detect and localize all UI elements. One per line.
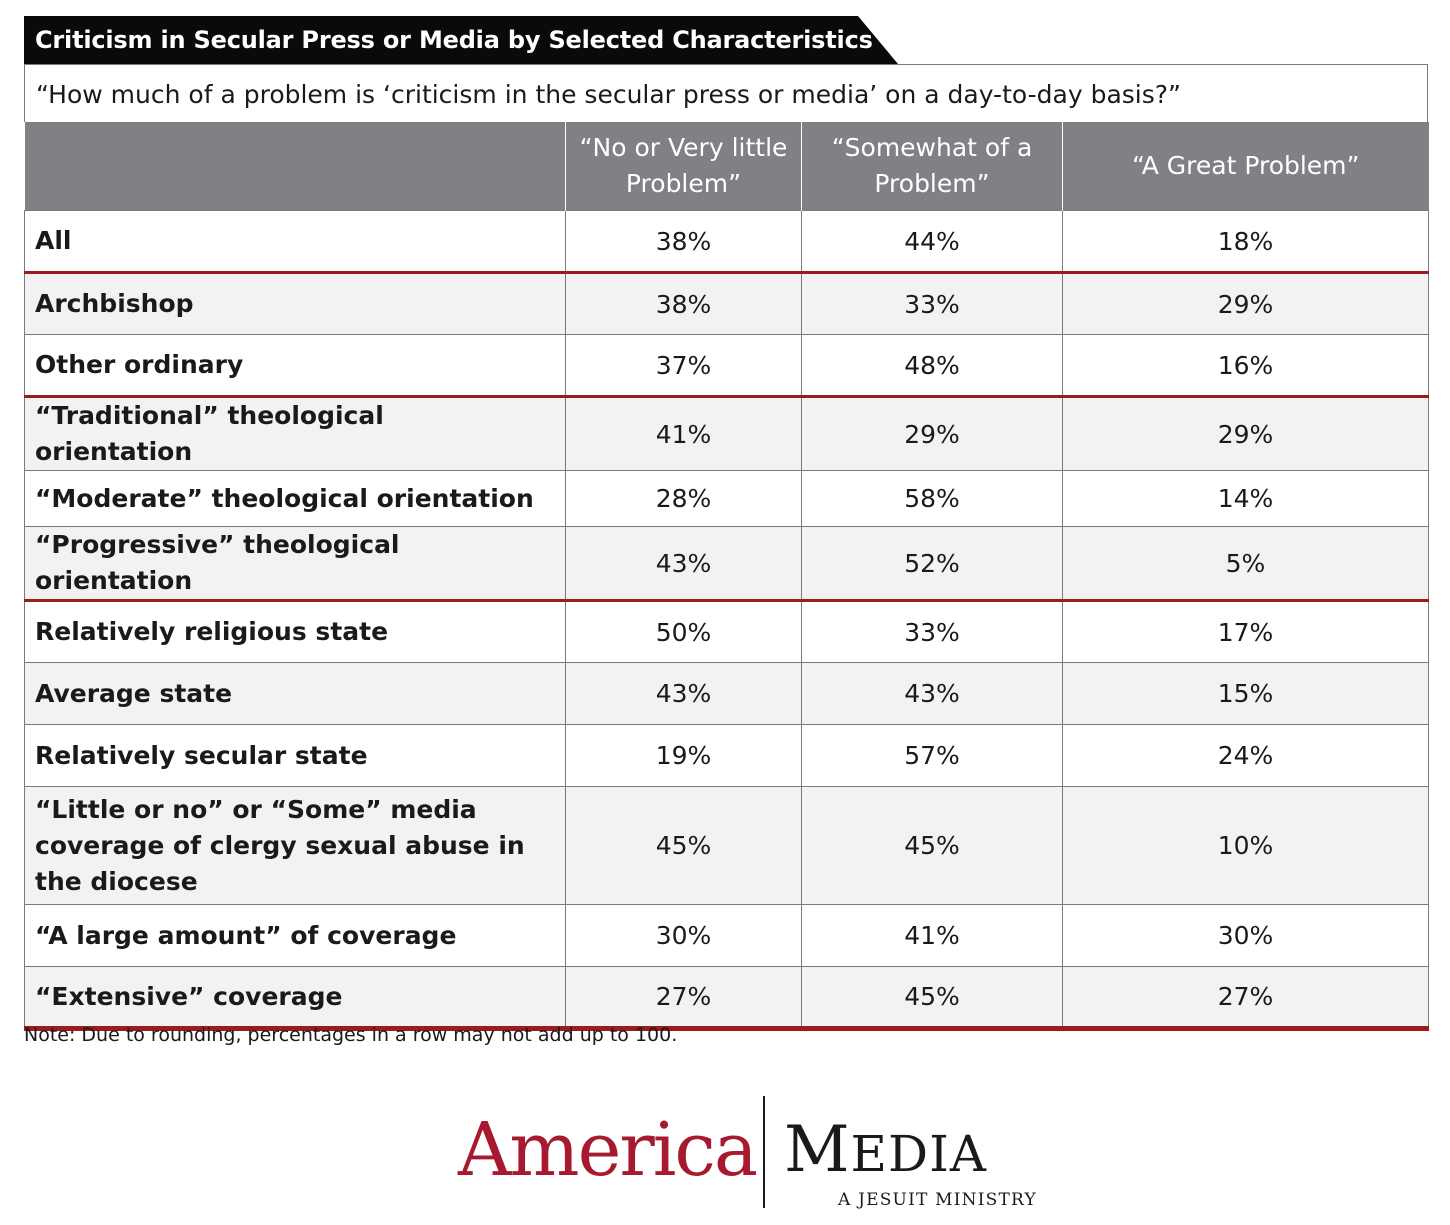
row-label: Average state [24,662,566,725]
value-cell: 5% [1062,526,1429,601]
value-cell: 45% [801,966,1063,1031]
survey-question: “How much of a problem is ‘criticism in … [24,64,1428,122]
value-cell: 14% [1062,470,1429,527]
data-table-container: “How much of a problem is ‘criticism in … [24,64,1429,1031]
value-cell: 43% [565,526,802,601]
value-cell: 27% [1062,966,1429,1031]
footnote: Note: Due to rounding, percentages in a … [24,1024,678,1046]
title-bar: Criticism in Secular Press or Media by S… [24,16,898,64]
table-body: All 38% 44% 18% Archbishop 38% 33% 29% Other ord… [24,210,1429,1031]
logo-wordmark-media: MEDIA [784,1114,987,1190]
value-cell: 37% [565,334,802,397]
header-row: “No or Very little Problem” “Somewhat of… [24,122,1429,211]
logo-divider [763,1096,765,1208]
table-row: “Moderate” theological orientation 28% 58%… [24,470,1429,527]
value-cell: 45% [801,786,1063,905]
table-row: Relatively secular state 19% 57% 24% [24,724,1429,787]
table-row: Other ordinary 37% 48% 16% [24,334,1429,397]
table-row: Average state 43% 43% 15% [24,662,1429,725]
table-row: All 38% 44% 18% [24,210,1429,273]
value-cell: 52% [801,526,1063,601]
row-label: All [24,210,566,273]
row-label: “A large amount” of coverage [24,904,566,967]
value-cell: 50% [565,599,802,663]
value-cell: 33% [801,599,1063,663]
value-cell: 41% [801,904,1063,967]
data-table: “No or Very little Problem” “Somewhat of… [24,122,1429,1031]
header-cell-label [24,122,566,211]
table-row: “A large amount” of coverage 30% 41% 30% [24,904,1429,967]
value-cell: 16% [1062,334,1429,397]
header-cell-somewhat-problem: “Somewhat of a Problem” [801,122,1063,211]
table-row: Relatively religious state 50% 33% 17% [24,599,1429,663]
value-cell: 27% [565,966,802,1031]
value-cell: 38% [565,271,802,335]
title-bar-shape [24,16,898,64]
header-cell-great-problem: “A Great Problem” [1062,122,1429,211]
value-cell: 28% [565,470,802,527]
value-cell: 10% [1062,786,1429,905]
value-cell: 43% [801,662,1063,725]
value-cell: 29% [801,395,1063,471]
value-cell: 33% [801,271,1063,335]
row-label: “Traditional” theological orientation [24,395,566,471]
table-row: “Little or no” or “Some” media coverage … [24,786,1429,905]
value-cell: 18% [1062,210,1429,273]
row-label: “Extensive” coverage [24,966,566,1031]
row-label: Relatively religious state [24,599,566,663]
value-cell: 57% [801,724,1063,787]
value-cell: 30% [1062,904,1429,967]
value-cell: 48% [801,334,1063,397]
value-cell: 38% [565,210,802,273]
logo-media-text: MEDIA [784,1113,987,1187]
row-label: Relatively secular state [24,724,566,787]
value-cell: 44% [801,210,1063,273]
value-cell: 17% [1062,599,1429,663]
value-cell: 41% [565,395,802,471]
logo-wordmark-america: America [457,1107,758,1193]
row-label: Other ordinary [24,334,566,397]
row-label: “Moderate” theological orientation [24,470,566,527]
value-cell: 29% [1062,395,1429,471]
value-cell: 19% [565,724,802,787]
row-label: Archbishop [24,271,566,335]
table-row: “Progressive” theological orientation 43%… [24,526,1429,601]
table-row: “Extensive” coverage 27% 45% 27% [24,966,1429,1031]
logo-subtitle: A JESUIT MINISTRY [838,1190,1037,1210]
value-cell: 29% [1062,271,1429,335]
table-row: Archbishop 38% 33% 29% [24,271,1429,335]
row-label: “Progressive” theological orientation [24,526,566,601]
america-media-logo: America MEDIA A JESUIT MINISTRY [402,1090,1062,1215]
value-cell: 45% [565,786,802,905]
value-cell: 15% [1062,662,1429,725]
value-cell: 43% [565,662,802,725]
value-cell: 24% [1062,724,1429,787]
value-cell: 58% [801,470,1063,527]
row-label: “Little or no” or “Some” media coverage … [24,786,566,905]
table-row: “Traditional” theological orientation 41%… [24,395,1429,471]
header-cell-no-problem: “No or Very little Problem” [565,122,802,211]
chart-title: Criticism in Secular Press or Media by S… [35,26,873,54]
value-cell: 30% [565,904,802,967]
